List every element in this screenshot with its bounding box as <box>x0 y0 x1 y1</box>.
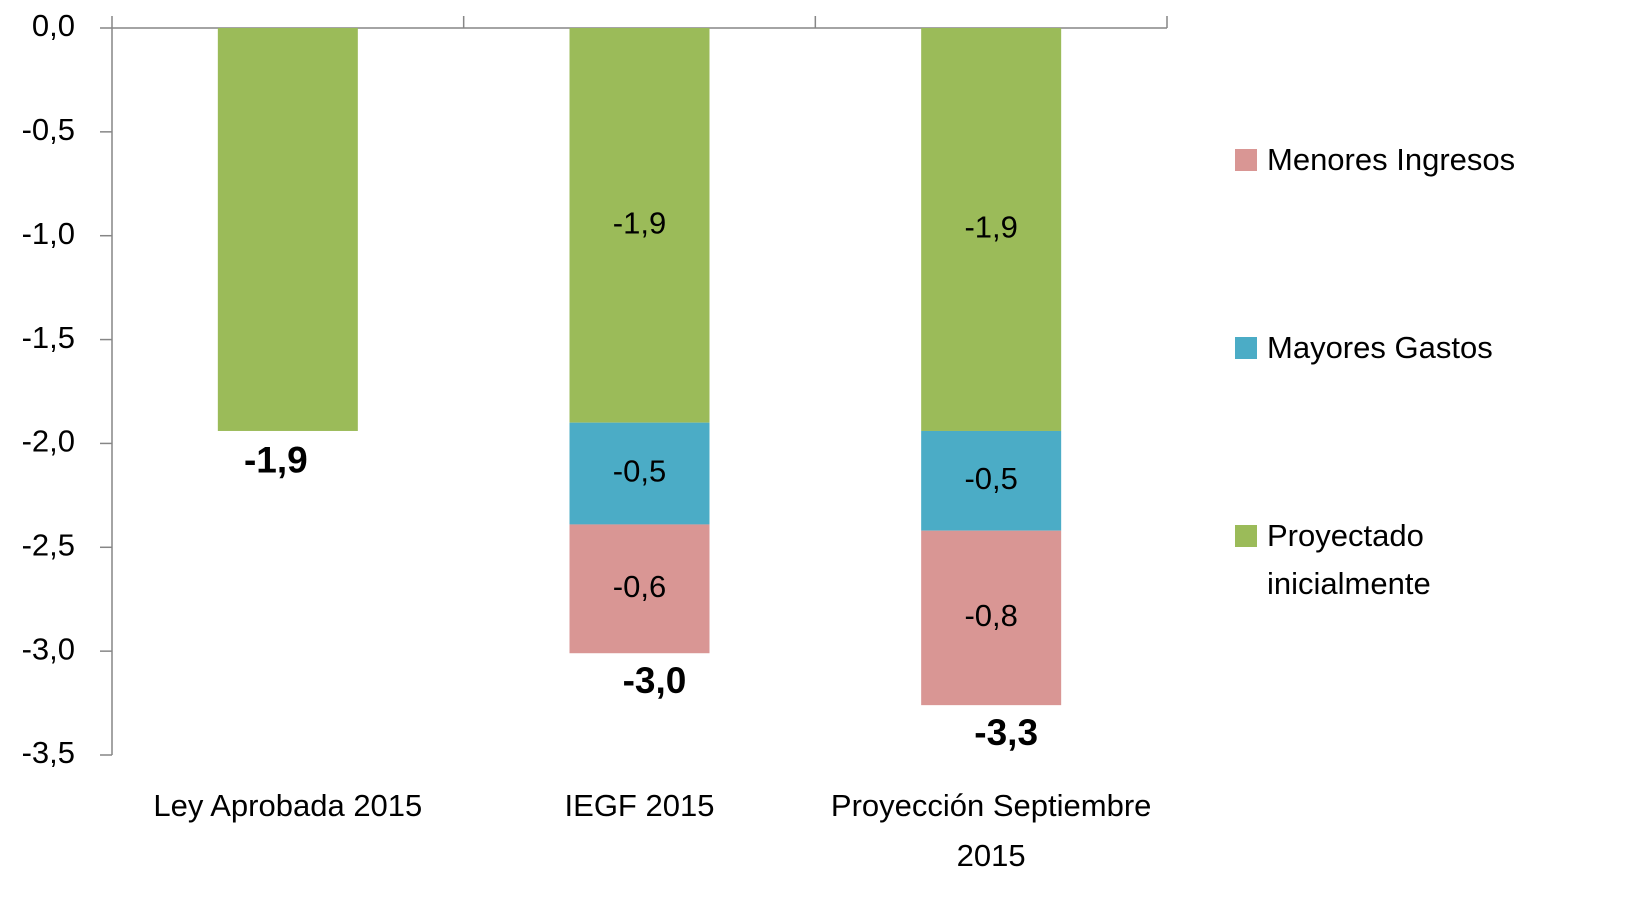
data-label: -0,8 <box>964 598 1017 633</box>
data-label: -0,5 <box>613 454 666 489</box>
data-label: -1,9 <box>613 206 666 241</box>
bar-segment <box>569 28 710 423</box>
total-label: -3,3 <box>974 712 1038 753</box>
x-tick-label: Ley Aprobada 2015 <box>153 788 423 823</box>
legend-swatch <box>1235 525 1257 547</box>
total-label: -3,0 <box>623 660 687 701</box>
y-tick-label: -2,0 <box>22 424 75 459</box>
y-tick-label: -3,5 <box>22 735 75 770</box>
x-tick-label: IEGF 2015 <box>564 788 715 823</box>
bar-segment <box>921 28 1062 431</box>
legend-label: Menores Ingresos <box>1267 142 1516 177</box>
bar-segment <box>569 422 710 525</box>
bar-segment <box>569 524 710 654</box>
y-tick-label: -1,0 <box>22 216 75 251</box>
data-label: -1,9 <box>964 210 1017 245</box>
legend-swatch <box>1235 337 1257 359</box>
legend-swatch <box>1235 149 1257 171</box>
y-tick-label: -1,5 <box>22 320 75 355</box>
y-tick-label: -0,5 <box>22 112 75 147</box>
y-tick-label: -2,5 <box>22 527 75 562</box>
y-tick-label: -3,0 <box>22 631 75 666</box>
data-label: -0,5 <box>964 461 1017 496</box>
total-label: -1,9 <box>244 440 308 481</box>
legend-label: Mayores Gastos <box>1267 330 1493 365</box>
bar-segment <box>921 530 1062 706</box>
bar-segment <box>921 430 1062 531</box>
legend-label: Proyectado inicialmente <box>1267 518 1431 601</box>
data-label: -0,6 <box>613 569 666 604</box>
y-tick-label: 0,0 <box>32 8 75 43</box>
bar-segment <box>217 28 358 431</box>
x-tick-label: Proyección Septiembre 2015 <box>830 788 1152 873</box>
